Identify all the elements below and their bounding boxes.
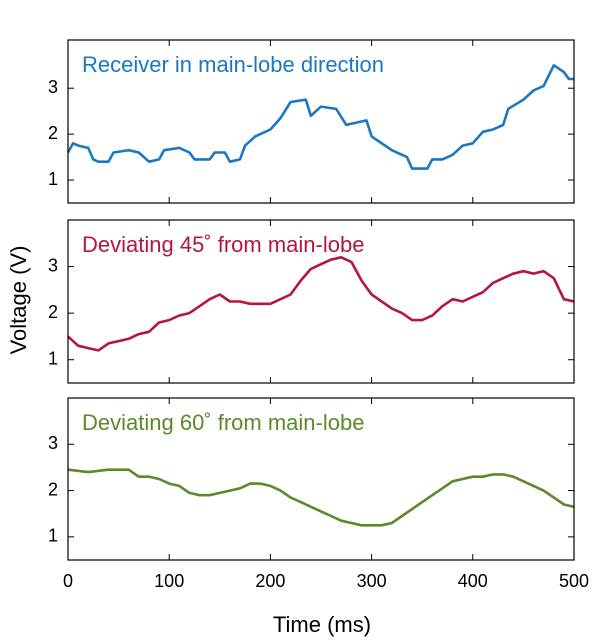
y-tick-label: 1 [48, 169, 58, 189]
x-tick-label: 400 [458, 571, 488, 591]
panel-title: Deviating 60˚ from main-lobe [82, 410, 364, 435]
y-tick-label: 3 [48, 433, 58, 453]
x-axis-label: Time (ms) [273, 612, 371, 637]
x-tick-label: 300 [357, 571, 387, 591]
y-tick-label: 2 [48, 302, 58, 322]
data-line [67, 468, 575, 527]
y-tick-label: 3 [48, 77, 58, 97]
y-axis-label: Voltage (V) [6, 246, 31, 355]
y-tick-label: 1 [48, 526, 58, 546]
y-tick-label: 2 [48, 479, 58, 499]
plot-frame [67, 397, 575, 561]
panel-title: Receiver in main-lobe direction [82, 52, 384, 77]
x-tick-label: 0 [63, 571, 73, 591]
y-tick-label: 2 [48, 123, 58, 143]
x-tick-label: 100 [154, 571, 184, 591]
data-line [67, 255, 575, 352]
data-line [66, 64, 574, 170]
y-tick-label: 3 [48, 255, 58, 275]
x-tick-label: 500 [559, 571, 589, 591]
plot-frame [67, 39, 575, 204]
y-tick-label: 1 [48, 348, 58, 368]
panel-title: Deviating 45˚ from main-lobe [82, 232, 364, 257]
plot-frame [67, 219, 575, 384]
x-tick-label: 200 [255, 571, 285, 591]
